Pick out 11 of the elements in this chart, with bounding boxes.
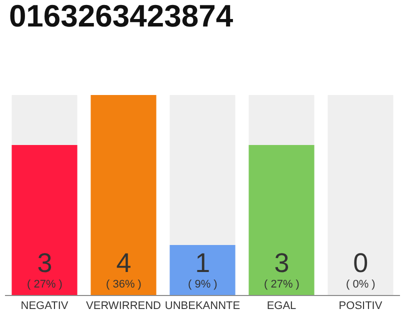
data-label: 3 ( 27% ) — [264, 248, 300, 291]
data-label: 1 ( 9% ) — [188, 248, 218, 291]
x-tick-label: VERWIRREND — [86, 300, 162, 312]
chart-title: 0163263423874 — [8, 0, 234, 34]
x-tick-label: UNBEKANNTE — [164, 300, 240, 312]
data-label: 0 ( 0% ) — [346, 248, 376, 291]
data-label: 3 ( 27% ) — [27, 248, 62, 291]
x-tick-label: POSITIV — [338, 300, 383, 312]
x-tick-label: EGAL — [266, 300, 296, 312]
data-label: 4 ( 36% ) — [106, 248, 142, 291]
x-tick-label: NEGATIV — [20, 300, 69, 312]
